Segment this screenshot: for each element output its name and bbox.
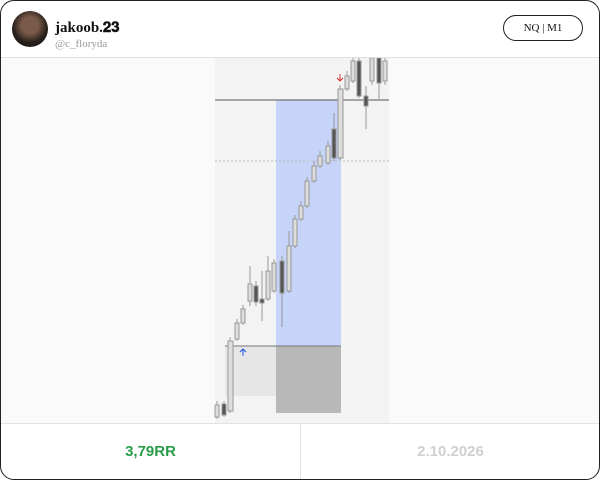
chart-image — [1, 58, 599, 423]
avatar[interactable] — [12, 11, 48, 47]
footer: 3,79RR 2.10.2026 — [1, 423, 599, 479]
header: jakoob.𝟐𝟑 @c_floryda NQ | M1 — [1, 1, 599, 58]
user-name[interactable]: jakoob.𝟐𝟑 — [55, 20, 120, 36]
user-handle: @c_floryda — [55, 38, 108, 50]
result: 3,79RR — [1, 424, 301, 479]
date: 2.10.2026 — [417, 443, 484, 460]
symbol-button[interactable]: NQ | M1 — [503, 15, 583, 41]
